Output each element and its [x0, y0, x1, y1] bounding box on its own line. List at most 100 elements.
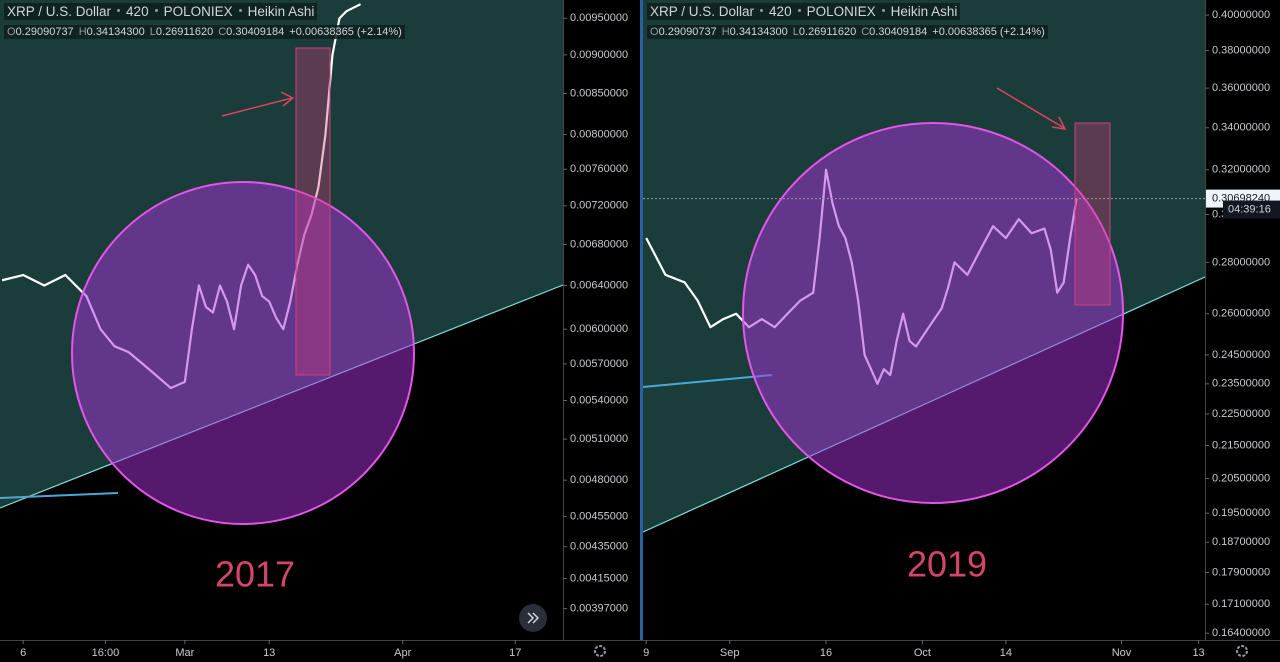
symbol-info: Heikin Ashi — [890, 4, 958, 19]
support-line — [642, 374, 773, 388]
separator-dot — [238, 9, 242, 13]
ohlc-row: O0.29090737 H0.34134300 L0.26911620 C0.3040… — [647, 25, 1048, 39]
x-tick-label: 9 — [643, 647, 649, 659]
time-axis — [0, 640, 1280, 662]
y-tick-label: 0.17100000 — [1212, 598, 1270, 610]
x-tick-label: Oct — [914, 647, 931, 659]
symbol-info: 420 — [769, 4, 792, 19]
ohlc-value: 0.34134300 — [729, 26, 788, 38]
y-tick-label: 0.00900000 — [570, 49, 628, 61]
y-tick-label: 0.17900000 — [1212, 566, 1270, 578]
ohlc-value: 0.26911620 — [798, 26, 857, 38]
y-tick-label: 0.38000000 — [1212, 45, 1270, 57]
settings-icon[interactable] — [1236, 645, 1248, 657]
y-tick-label: 0.00640000 — [570, 279, 628, 291]
y-tick-label: 0.00435000 — [570, 541, 628, 553]
x-tick-label: 13 — [263, 647, 275, 659]
symbol-info: 420 — [126, 4, 149, 19]
symbol-row: XRP / U.S. Dollar 420 POLONIEX Heikin Ashi — [647, 3, 961, 20]
symbol-info: Heikin Ashi — [247, 4, 315, 19]
y-tick-label: 0.22500000 — [1212, 408, 1270, 420]
y-tick-label: 0.26000000 — [1212, 308, 1270, 320]
ohlc-row: O0.29090737 H0.34134300 L0.26911620 C0.3040… — [4, 25, 405, 39]
y-tick-label: 0.32000000 — [1212, 164, 1270, 176]
legend-header: XRP / U.S. Dollar 420 POLONIEX Heikin Ashi O… — [647, 3, 1048, 40]
x-tick-label: Sep — [720, 647, 740, 659]
y-tick-label: 0.00800000 — [570, 128, 628, 140]
y-tick-label: 0.34000000 — [1212, 122, 1270, 134]
y-tick-label: 0.18700000 — [1212, 536, 1270, 548]
ohlc-label: H — [721, 26, 730, 38]
panel-divider — [640, 0, 643, 662]
separator-dot — [797, 9, 801, 13]
countdown-box — [1223, 200, 1280, 219]
ohlc-label: L — [149, 26, 156, 38]
y-tick-label: 0.00480000 — [570, 474, 628, 486]
highlight-circle — [71, 181, 415, 525]
y-tick-label: 0.00540000 — [570, 394, 628, 406]
scroll-icon — [527, 612, 535, 624]
y-tick-label: 0.23500000 — [1212, 378, 1270, 390]
separator-dot — [881, 9, 885, 13]
ohlc-change: +0.00638365 (+2.14%) — [932, 26, 1045, 38]
legend-header: XRP / U.S. Dollar 420 POLONIEX Heikin Ashi O… — [4, 3, 405, 40]
ohlc-value: 0.29090737 — [658, 26, 717, 38]
settings-icon[interactable] — [594, 645, 606, 657]
y-tick-label: 0.24500000 — [1212, 349, 1270, 361]
ohlc-value: 0.30409184 — [226, 26, 285, 38]
y-tick-label: 0.00950000 — [570, 12, 628, 24]
arrows — [221, 87, 1067, 130]
ohlc-value: 0.30409184 — [869, 26, 928, 38]
x-tick-label: Mar — [175, 647, 194, 659]
ohlc-label: H — [78, 26, 87, 38]
y-tick-label: 0.40000000 — [1212, 9, 1270, 21]
y-tick-label: 0.00570000 — [570, 358, 628, 370]
symbol-info: POLONIEX — [806, 4, 876, 19]
x-tick-label: 16 — [820, 647, 832, 659]
x-tick-label: 16:00 — [92, 647, 120, 659]
y-tick-label: 0.00720000 — [570, 200, 628, 212]
separator-dot — [760, 9, 764, 13]
price-axis — [563, 0, 640, 640]
symbol-info: POLONIEX — [163, 4, 233, 19]
x-tick-label: 13 — [1192, 647, 1204, 659]
symbol-info: XRP / U.S. Dollar — [650, 4, 755, 19]
y-tick-label: 0.00397000 — [570, 603, 628, 615]
y-tick-label: 0.16400000 — [1212, 627, 1270, 639]
highlight-box — [295, 47, 331, 376]
ohlc-label: L — [792, 26, 799, 38]
separator-dot — [154, 9, 158, 13]
price-axis — [1205, 0, 1280, 640]
y-tick-label: 0.00600000 — [570, 323, 628, 335]
x-tick-label: Nov — [1112, 647, 1132, 659]
y-tick-label: 0.00415000 — [570, 573, 628, 585]
y-tick-label: 0.20500000 — [1212, 472, 1270, 484]
annotation: 2019 — [907, 544, 987, 585]
ohlc-label: O — [7, 26, 16, 38]
annotation: 2017 — [215, 554, 295, 595]
ohlc-value: 0.34134300 — [86, 26, 145, 38]
y-tick-label: 0.21500000 — [1212, 439, 1270, 451]
x-tick-label: 14 — [1000, 647, 1012, 659]
symbol-row: XRP / U.S. Dollar 420 POLONIEX Heikin Ashi — [4, 3, 318, 20]
ohlc-change: +0.00638365 (+2.14%) — [289, 26, 402, 38]
x-tick-label: 17 — [509, 647, 521, 659]
y-tick-label: 0.00510000 — [570, 433, 628, 445]
x-tick-label: Apr — [394, 647, 411, 659]
y-tick-label: 0.36000000 — [1212, 82, 1270, 94]
y-tick-label: 0.00680000 — [570, 238, 628, 250]
highlight-circle — [742, 122, 1124, 504]
ohlc-label: O — [650, 26, 659, 38]
x-tick-label: 6 — [20, 647, 26, 659]
support-line — [0, 492, 119, 499]
y-tick-label: 0.28000000 — [1212, 256, 1270, 268]
ohlc-value: 0.29090737 — [15, 26, 74, 38]
symbol-info: XRP / U.S. Dollar — [7, 4, 112, 19]
y-tick-label: 0.00850000 — [570, 87, 628, 99]
scroll-icon — [532, 612, 540, 624]
countdown: 04:39:16 — [1228, 203, 1271, 215]
ohlc-label: C — [861, 26, 870, 38]
ohlc-value: 0.26911620 — [155, 26, 214, 38]
